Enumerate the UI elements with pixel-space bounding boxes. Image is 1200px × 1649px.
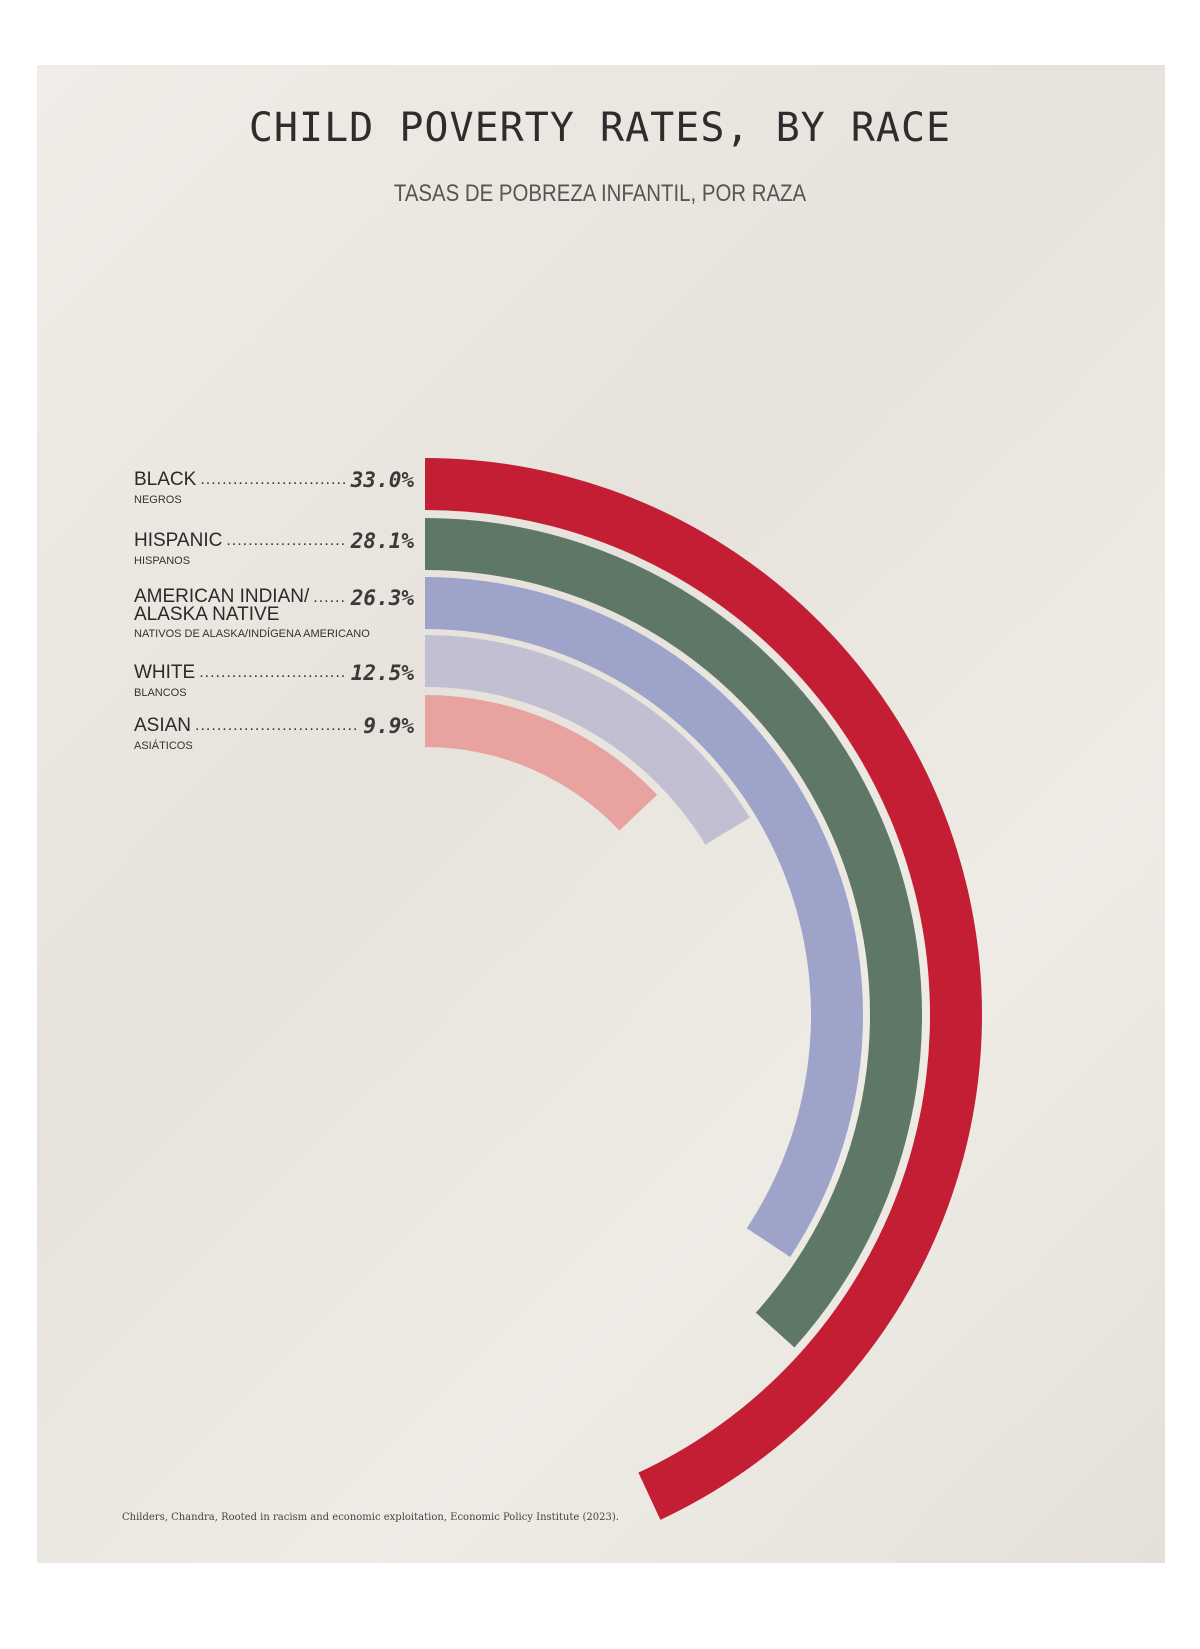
- legend-row-hispanic: HISPANIC 28.1% HISPANOS: [134, 529, 414, 568]
- legend-value: 9.9%: [363, 714, 414, 738]
- source-citation: Childers, Chandra, Rooted in racism and …: [122, 1512, 619, 1523]
- legend-sublabel: HISPANOS: [134, 555, 191, 567]
- chart-title: CHILD POVERTY RATES, BY RACE: [248, 105, 952, 151]
- legend-value: 26.3%: [350, 586, 414, 610]
- legend-sublabel: ASIÁTICOS: [134, 740, 193, 752]
- legend-label: BLACK: [134, 469, 197, 490]
- radial-bar-american: [425, 577, 863, 1257]
- legend-row-white: WHITE 12.5% BLANCOS: [134, 661, 414, 700]
- legend-value: 28.1%: [350, 529, 414, 553]
- radial-bar-asian: [425, 695, 658, 831]
- legend-leader-dots: [199, 663, 347, 683]
- legend-leader-dots: [226, 531, 346, 551]
- legend-sublabel: BLANCOS: [134, 687, 187, 699]
- legend-row-american-indian: AMERICAN INDIAN/ ALASKA NATIVE 26.3% NAT…: [134, 586, 414, 640]
- legend-row-black: BLACK 33.0% NEGROS: [134, 468, 414, 507]
- radial-bar-white: [425, 635, 750, 845]
- legend-leader-dots: [195, 716, 359, 736]
- legend-sublabel: NEGROS: [134, 494, 182, 506]
- legend-leader-dots: [200, 470, 346, 490]
- legend-value: 12.5%: [350, 661, 414, 685]
- chart-subtitle: TASAS DE POBREZA INFANTIL, POR RAZA: [393, 180, 807, 207]
- legend-label: WHITE: [134, 662, 196, 683]
- legend-value: 33.0%: [350, 468, 414, 492]
- legend-leader-dots: [313, 588, 347, 608]
- radial-bar-black: [425, 458, 983, 1520]
- legend-sublabel: NATIVOS DE ALASKA/INDÍGENA AMERICANO: [134, 628, 370, 640]
- legend-label: HISPANIC: [134, 530, 223, 551]
- paper-background: [37, 65, 1165, 1563]
- radial-bar-hispanic: [425, 518, 922, 1348]
- legend-label: ASIAN: [134, 715, 192, 736]
- legend-label: AMERICAN INDIAN/ ALASKA NATIVE: [134, 586, 310, 625]
- legend-row-asian: ASIAN 9.9% ASIÁTICOS: [134, 714, 414, 753]
